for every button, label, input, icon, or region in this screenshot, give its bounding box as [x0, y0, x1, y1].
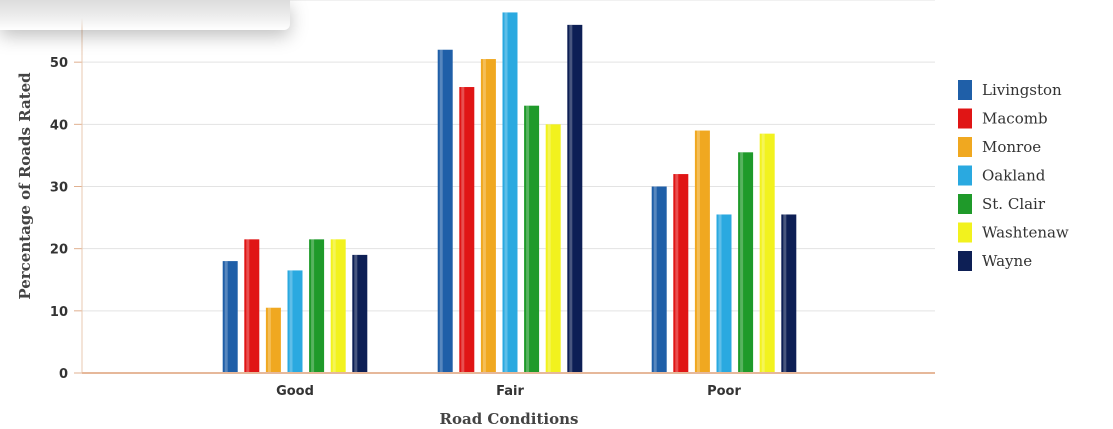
- bar-highlight: [332, 239, 336, 373]
- bar-good-washtenaw: [330, 239, 346, 373]
- legend-swatch: [958, 108, 972, 129]
- bar-poor-st-clair: [738, 152, 754, 373]
- legend: Livingston Macomb Monroe Oakland St. Clair Wa…: [958, 80, 1069, 271]
- bar-highlight: [267, 307, 271, 373]
- bar-highlight: [783, 214, 787, 373]
- legend-swatch: [958, 222, 972, 243]
- bar-highlight: [354, 254, 358, 373]
- bar-good-monroe: [265, 307, 281, 373]
- bar-highlight: [461, 87, 465, 374]
- bar-highlight: [547, 124, 551, 373]
- bar-highlight: [569, 24, 573, 373]
- legend-swatch: [958, 251, 972, 271]
- bar-fair-livingston: [437, 49, 453, 373]
- y-tick-label: 40: [50, 118, 68, 133]
- bar-good-wayne: [352, 254, 368, 373]
- bar-fair-macomb: [459, 87, 475, 374]
- bars: [222, 12, 797, 374]
- bar-poor-wayne: [781, 214, 797, 373]
- y-tick-label: 50: [50, 56, 68, 71]
- bar-highlight: [482, 59, 486, 373]
- bar-highlight: [224, 261, 228, 373]
- legend-label: Wayne: [982, 252, 1032, 270]
- bar-highlight: [526, 105, 530, 373]
- bar-highlight: [289, 270, 293, 373]
- x-category-label: Fair: [496, 384, 524, 399]
- y-tick-label: 0: [59, 367, 68, 382]
- bar-fair-wayne: [567, 24, 583, 373]
- bar-poor-washtenaw: [759, 133, 775, 373]
- bar-fair-st-clair: [524, 105, 540, 373]
- bar-highlight: [653, 186, 657, 373]
- legend-label: St. Clair: [982, 195, 1046, 213]
- bar-good-macomb: [244, 239, 260, 373]
- bar-highlight: [439, 49, 443, 373]
- legend-label: Macomb: [982, 110, 1048, 128]
- legend-label: Washtenaw: [982, 224, 1069, 242]
- y-tick-label: 10: [50, 305, 68, 320]
- bar-highlight: [311, 239, 315, 373]
- x-axis-categories: Good Fair Poor: [276, 384, 741, 399]
- bar-fair-washtenaw: [545, 124, 561, 373]
- bar-poor-monroe: [694, 130, 710, 373]
- bar-good-st-clair: [309, 239, 325, 373]
- legend-label: Oakland: [982, 167, 1046, 185]
- bar-highlight: [761, 133, 765, 373]
- y-tick-label: 30: [50, 181, 68, 196]
- bar-fair-monroe: [480, 59, 496, 373]
- legend-swatch: [958, 165, 972, 186]
- bar-highlight: [696, 130, 700, 373]
- bar-fair-oakland: [502, 12, 518, 374]
- x-category-label: Good: [276, 384, 314, 399]
- legend-swatch: [958, 137, 972, 157]
- bar-good-livingston: [222, 261, 238, 373]
- bar-highlight: [246, 239, 250, 373]
- y-axis-ticks: 0102030405060: [50, 0, 83, 382]
- bar-highlight: [675, 174, 679, 373]
- bar-good-oakland: [287, 270, 303, 373]
- bar-highlight: [504, 12, 508, 374]
- bar-highlight: [718, 214, 722, 373]
- legend-label: Monroe: [982, 138, 1041, 156]
- x-category-label: Poor: [707, 384, 741, 399]
- legend-swatch: [958, 80, 972, 100]
- legend-label: Livingston: [982, 81, 1062, 99]
- y-tick-label: 20: [50, 243, 68, 258]
- x-axis-title: Road Conditions: [440, 410, 579, 428]
- bar-poor-oakland: [716, 214, 732, 373]
- overlay-panel: [0, 0, 290, 30]
- legend-swatch: [958, 194, 972, 214]
- bar-highlight: [740, 152, 744, 373]
- bar-poor-livingston: [651, 186, 667, 373]
- y-axis-title: Percentage of Roads Rated: [16, 72, 34, 300]
- bar-poor-macomb: [673, 174, 689, 373]
